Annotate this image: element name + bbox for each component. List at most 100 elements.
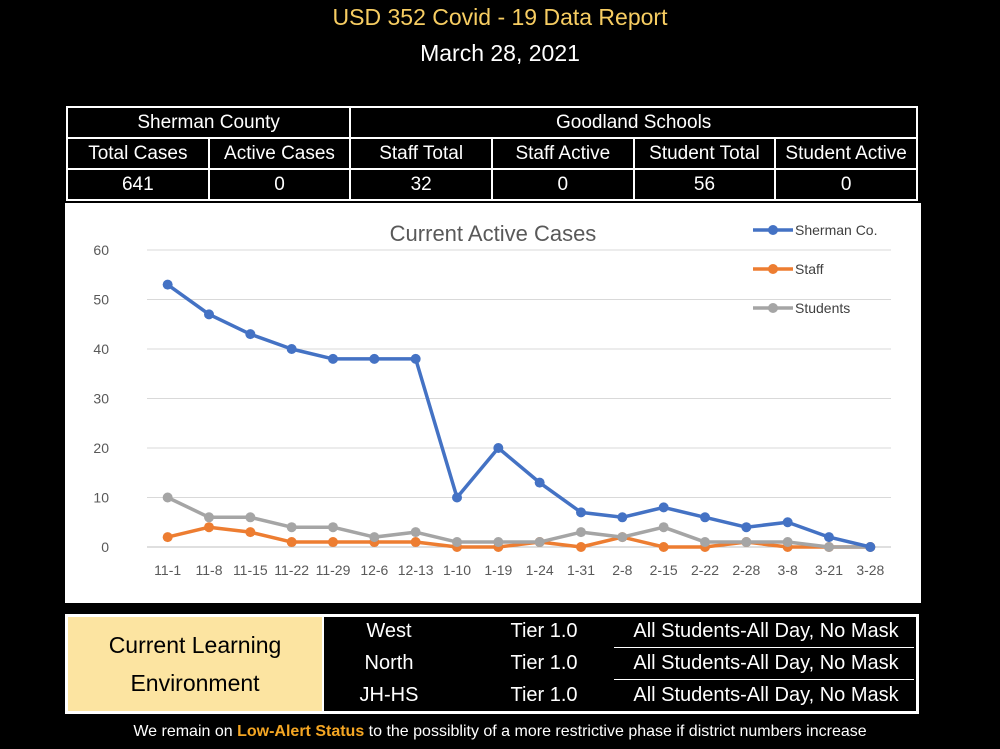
value-student-active: 0 — [774, 168, 918, 201]
x-tick-label: 1-19 — [484, 562, 512, 578]
row-divider — [614, 647, 914, 648]
school-tier: Tier 1.0 — [510, 620, 578, 642]
x-tick-label: 2-8 — [612, 562, 632, 578]
legend-swatch-marker — [768, 303, 778, 313]
value-staff-total: 32 — [349, 168, 493, 201]
data-point — [328, 537, 338, 548]
data-point — [286, 522, 297, 533]
column-header-row: Total Cases Active Cases Staff Total Sta… — [66, 137, 918, 170]
data-point — [534, 477, 545, 488]
data-point — [369, 353, 380, 364]
data-point — [576, 507, 586, 518]
x-tick-label: 3-28 — [856, 562, 884, 578]
y-tick-label: 20 — [93, 440, 109, 456]
data-point — [452, 537, 462, 548]
value-total-cases: 641 — [66, 168, 210, 201]
data-point — [741, 537, 752, 548]
school-status-list: West Tier 1.0 All Students-All Day, No M… — [324, 617, 916, 711]
report-date: March 28, 2021 — [420, 40, 580, 66]
x-tick-label: 1-10 — [443, 562, 471, 578]
series-line — [166, 495, 871, 549]
y-tick-label: 10 — [93, 490, 109, 506]
footer-highlight: Low-Alert Status — [237, 723, 365, 740]
school-row-north: North Tier 1.0 All Students-All Day, No … — [324, 649, 916, 680]
x-tick-label: 2-22 — [691, 562, 719, 578]
data-point — [700, 537, 710, 548]
x-tick-label: 1-31 — [567, 562, 595, 578]
data-point — [700, 512, 710, 523]
school-name: North — [364, 652, 414, 674]
x-tick-label: 3-21 — [815, 562, 843, 578]
chart-panel: Current Active Cases 0 10 20 30 40 50 60 11-1 11… — [65, 203, 921, 603]
values-row: 641 0 32 0 56 0 — [66, 168, 918, 201]
data-point — [617, 512, 628, 523]
col-total-cases: Total Cases — [66, 137, 210, 170]
data-point — [410, 353, 421, 364]
group-goodland-schools: Goodland Schools — [349, 106, 918, 139]
legend-swatch-marker — [768, 225, 778, 235]
col-student-active: Student Active — [774, 137, 918, 170]
group-sherman-county: Sherman County — [65, 106, 352, 139]
legend-swatch-marker — [768, 264, 778, 274]
series-line — [167, 525, 871, 549]
group-header-row: Sherman County Goodland Schools — [65, 106, 918, 139]
school-tier: Tier 1.0 — [510, 684, 578, 706]
active-cases-chart: Current Active Cases 0 10 20 30 40 50 60 11-1 11… — [93, 221, 891, 578]
school-name: JH-HS — [359, 684, 419, 706]
data-point — [410, 537, 421, 548]
data-point — [328, 522, 338, 533]
school-tier: Tier 1.0 — [510, 652, 578, 674]
series-line — [166, 283, 871, 549]
col-active-cases: Active Cases — [207, 137, 352, 170]
x-tick-label: 11-29 — [316, 562, 351, 578]
data-point — [576, 542, 586, 552]
x-tick-label: 11-8 — [196, 562, 223, 578]
col-student-total: Student Total — [632, 137, 777, 170]
chart-title: Current Active Cases — [390, 221, 597, 246]
env-label-line2: Environment — [130, 670, 260, 696]
learning-environment-panel: Current Learning Environment West Tier 1… — [65, 614, 919, 714]
data-point — [245, 527, 256, 538]
value-active-cases: 0 — [207, 168, 352, 201]
x-tick-label: 1-24 — [526, 562, 554, 578]
school-row-jh-hs: JH-HS Tier 1.0 All Students-All Day, No … — [324, 681, 916, 712]
env-label-line1: Current Learning — [108, 632, 282, 658]
data-point — [576, 527, 586, 538]
data-point — [782, 517, 793, 528]
data-point — [410, 527, 421, 538]
x-tick-label: 12-6 — [360, 562, 388, 578]
footer-note: We remain on Low-Alert Status to the pos… — [0, 723, 1000, 741]
y-tick-label: 0 — [101, 539, 109, 555]
data-point — [493, 443, 504, 453]
legend-label: Staff — [795, 261, 824, 277]
data-point — [658, 502, 669, 513]
y-tick-label: 40 — [93, 341, 109, 357]
value-student-total: 56 — [632, 168, 777, 201]
data-point — [493, 537, 504, 548]
data-point — [245, 512, 256, 523]
school-row-west: West Tier 1.0 All Students-All Day, No M… — [324, 617, 916, 648]
legend-label: Sherman Co. — [795, 222, 877, 238]
legend-label: Students — [795, 300, 850, 316]
school-status: All Students-All Day, No Mask — [633, 652, 899, 674]
value-staff-active: 0 — [490, 168, 635, 201]
x-tick-label: 2-15 — [650, 562, 678, 578]
data-point — [286, 344, 297, 354]
data-point — [162, 492, 173, 503]
data-point — [865, 542, 876, 552]
data-point — [534, 537, 545, 548]
data-point — [245, 329, 256, 340]
data-point — [204, 522, 214, 533]
data-point — [286, 537, 297, 548]
footer-text-after: to the possiblity of a more restrictive … — [364, 723, 867, 740]
x-tick-label: 2-28 — [732, 562, 760, 578]
x-tick-label: 11-15 — [233, 562, 268, 578]
data-point — [824, 532, 834, 543]
summary-table: Sherman County Goodland Schools Total Ca… — [65, 106, 918, 201]
data-point — [741, 522, 752, 533]
x-tick-label: 11-22 — [274, 562, 309, 578]
data-point — [782, 537, 793, 548]
data-point — [658, 542, 669, 552]
data-point — [658, 522, 669, 533]
x-tick-label: 11-1 — [154, 562, 181, 578]
